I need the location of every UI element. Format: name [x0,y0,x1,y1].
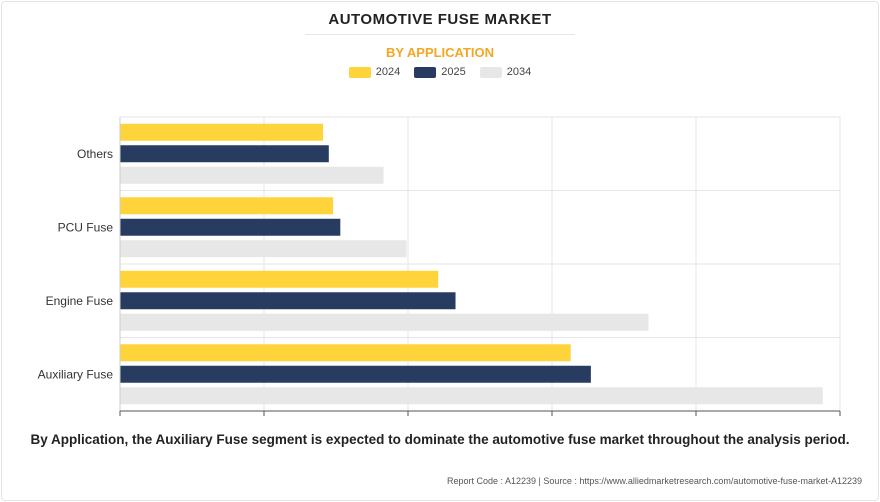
y-tick-label: Others [77,147,113,161]
bar-auxiliary-fuse-2025 [120,365,591,383]
bar-chart: Others PCU Fuse Engine Fuse Auxiliary Fuse [38,116,841,416]
bar-engine-fuse-2025 [120,292,456,310]
chart-title: AUTOMOTIVE FUSE MARKET [328,11,552,28]
bar-pcu-fuse-2025 [120,218,341,236]
chart-subtitle: BY APPLICATION [385,45,495,60]
legend-item-2034[interactable]: 2034 [479,66,532,78]
y-tick-label: Auxiliary Fuse [38,367,114,381]
bar-others-2024 [120,123,324,141]
legend-label-2024: 2024 [375,66,401,78]
y-tick-label: PCU Fuse [58,220,114,234]
title-divider [305,34,575,35]
bar-others-2025 [120,145,329,163]
legend-label-2025: 2025 [441,66,466,78]
y-tick-label: Engine Fuse [46,294,114,308]
bar-engine-fuse-2024 [120,270,439,288]
legend-label-2034: 2034 [506,66,532,78]
bar-pcu-fuse-2024 [120,197,334,215]
legend: 2024 2025 2034 [0,66,880,78]
legend-swatch-2025 [414,66,437,78]
bar-engine-fuse-2034 [120,313,649,331]
chart-caption: By Application, the Auxiliary Fuse segme… [30,432,850,447]
footer-source: Report Code : A12239 | Source : https://… [446,476,862,486]
bar-pcu-fuse-2034 [120,240,407,258]
bar-auxiliary-fuse-2034 [120,387,823,405]
legend-swatch-2034 [479,66,502,78]
bar-auxiliary-fuse-2024 [120,344,571,362]
bar-others-2034 [120,166,384,184]
legend-item-2025[interactable]: 2025 [414,66,466,78]
legend-swatch-2024 [348,66,371,78]
legend-item-2024[interactable]: 2024 [348,66,401,78]
